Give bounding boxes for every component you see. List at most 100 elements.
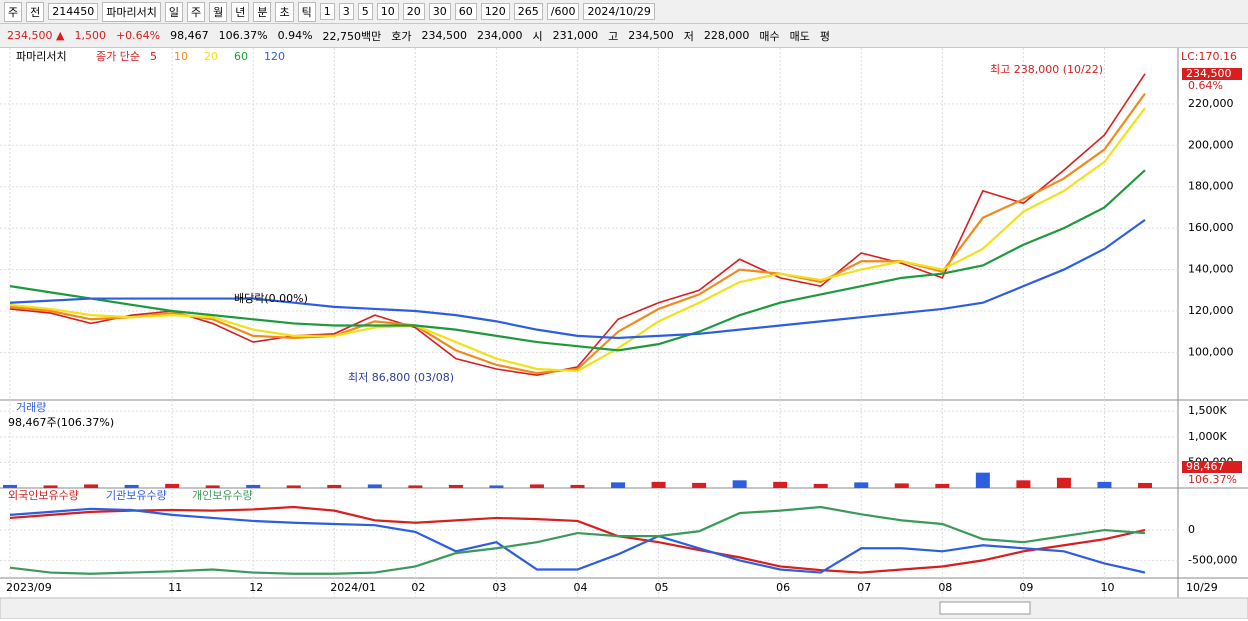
- volume-bar: [367, 484, 382, 488]
- toolbar-item[interactable]: 1: [319, 3, 335, 20]
- toolbar-item[interactable]: 30: [428, 3, 451, 20]
- y-tick-label: 140,000: [1188, 263, 1234, 276]
- background: [0, 48, 1248, 619]
- volume-bar: [327, 484, 342, 488]
- legend-entry: 20: [204, 50, 218, 63]
- x-tick-label: 2023/09: [6, 581, 52, 594]
- toolbar-item[interactable]: 주: [4, 1, 23, 22]
- toolbar-item[interactable]: 저: [683, 29, 694, 43]
- toolbar-item[interactable]: 60: [454, 3, 477, 20]
- toolbar-item[interactable]: 3: [338, 3, 354, 20]
- toolbar-item[interactable]: 전: [26, 1, 45, 22]
- volume-bar: [773, 481, 788, 488]
- volume-bar: [732, 480, 747, 488]
- toolbar-item[interactable]: +0.64%: [115, 29, 161, 42]
- toolbar-item[interactable]: 234,000: [477, 29, 523, 42]
- x-tick-label: 06: [776, 581, 790, 594]
- toolbar-item[interactable]: 5: [357, 3, 373, 20]
- y-tick-label: 220,000: [1188, 97, 1234, 110]
- toolbar-item[interactable]: 98,467: [170, 29, 209, 42]
- series-line: [9, 218, 1146, 340]
- series-line: [9, 507, 1146, 574]
- toolbar-item[interactable]: 234,500 ▲: [7, 29, 65, 42]
- y-tick-label: -500,000: [1188, 553, 1237, 566]
- toolbar-item[interactable]: 20: [402, 3, 425, 20]
- volume-bar: [165, 483, 180, 488]
- x-tick-label: 09: [1019, 581, 1033, 594]
- panel-title: 거래량: [16, 401, 46, 414]
- x-tick-label: 2024/01: [330, 581, 376, 594]
- legend-entry: 기관보유수량: [106, 489, 167, 502]
- volume-bar: [205, 485, 220, 488]
- volume-bar: [651, 481, 666, 488]
- annotation-low: 최저 86,800 (03/08): [348, 371, 454, 384]
- volume-bar: [611, 482, 626, 488]
- series-line: [9, 505, 1146, 575]
- series-line: [9, 169, 1146, 352]
- y-tick-label: 100,000: [1188, 345, 1234, 358]
- x-tick-label: 04: [574, 581, 588, 594]
- quote-bar: 234,500 ▲ 1,500 +0.64% 98,467 106.37% 0.94% 22…: [0, 24, 1248, 48]
- panel-subtitle: 98,467주(106.37%): [8, 416, 114, 429]
- toolbar-item[interactable]: 120: [480, 3, 510, 20]
- series-line: [9, 73, 1146, 377]
- toolbar-item[interactable]: 234,500: [628, 29, 674, 42]
- toolbar-item[interactable]: 214450: [48, 3, 99, 20]
- toolbar-item[interactable]: 265: [513, 3, 543, 20]
- scrollbar[interactable]: [0, 597, 1248, 619]
- volume-bar: [246, 484, 261, 488]
- volume-bar: [1016, 480, 1031, 488]
- annotation-div: 배당락(0.00%): [234, 292, 308, 305]
- toolbar-item[interactable]: 시: [532, 29, 543, 43]
- value-tag: 106.37%: [1188, 473, 1237, 486]
- volume-bar: [894, 483, 909, 488]
- volume-bar: [1097, 481, 1112, 488]
- toolbar-item[interactable]: 고: [608, 29, 619, 43]
- toolbar-item[interactable]: 틱: [297, 1, 316, 22]
- toolbar-item[interactable]: 월: [209, 1, 228, 22]
- x-tick-label: 05: [655, 581, 669, 594]
- change-tag: 0.64%: [1188, 79, 1223, 92]
- legend-entry: 60: [234, 50, 248, 63]
- toolbar-item[interactable]: 22,750백만: [322, 29, 382, 43]
- volume-bar: [692, 482, 707, 488]
- toolbar-item[interactable]: 106.37%: [218, 29, 268, 42]
- value-tag: 98,467: [1186, 460, 1225, 473]
- y-tick-label: 1,500K: [1188, 404, 1227, 417]
- x-end-label: 10/29: [1186, 581, 1218, 594]
- volume-bar: [448, 484, 463, 488]
- scroll-thumb[interactable]: [939, 601, 1031, 615]
- toolbar-item[interactable]: 분: [253, 1, 272, 22]
- toolbar-item[interactable]: 년: [231, 1, 250, 22]
- toolbar-item[interactable]: 2024/10/29: [583, 3, 655, 20]
- toolbar-item[interactable]: 10: [376, 3, 399, 20]
- toolbar-item[interactable]: 파마리서치: [102, 1, 161, 22]
- price-tag: 234,500: [1186, 67, 1232, 80]
- annotation-high: 최고 238,000 (10/22): [990, 63, 1103, 76]
- toolbar-item[interactable]: 228,000: [703, 29, 750, 42]
- toolbar-item[interactable]: 주: [186, 1, 206, 22]
- toolbar-item[interactable]: 일: [164, 1, 183, 22]
- y-tick-label: 160,000: [1188, 221, 1234, 234]
- toolbar-item[interactable]: 1,500: [74, 29, 106, 42]
- toolbar-item[interactable]: 호가: [391, 29, 412, 43]
- toolbar-item[interactable]: /600: [546, 3, 580, 20]
- volume-bar: [286, 485, 301, 488]
- volume-bar: [43, 485, 58, 488]
- toolbar-item[interactable]: 234,500: [421, 29, 468, 42]
- legend-entry: 5: [150, 50, 157, 63]
- toolbar-item[interactable]: 0.94%: [277, 29, 313, 42]
- toolbar-item[interactable]: 매도: [789, 29, 810, 43]
- toolbar-item[interactable]: 231,000: [552, 29, 599, 42]
- volume-bar: [124, 484, 139, 488]
- legend-entry: 개인보유수량: [192, 489, 253, 502]
- volume-bar: [529, 484, 544, 488]
- toolbar-item[interactable]: 평: [819, 29, 831, 43]
- volume-bar: [1056, 477, 1071, 488]
- x-tick-label: 03: [492, 581, 506, 594]
- volume-bar: [813, 483, 828, 488]
- toolbar-item[interactable]: 초: [275, 1, 294, 22]
- toolbar-item[interactable]: 매수: [759, 29, 780, 43]
- volume-bar: [1138, 482, 1152, 488]
